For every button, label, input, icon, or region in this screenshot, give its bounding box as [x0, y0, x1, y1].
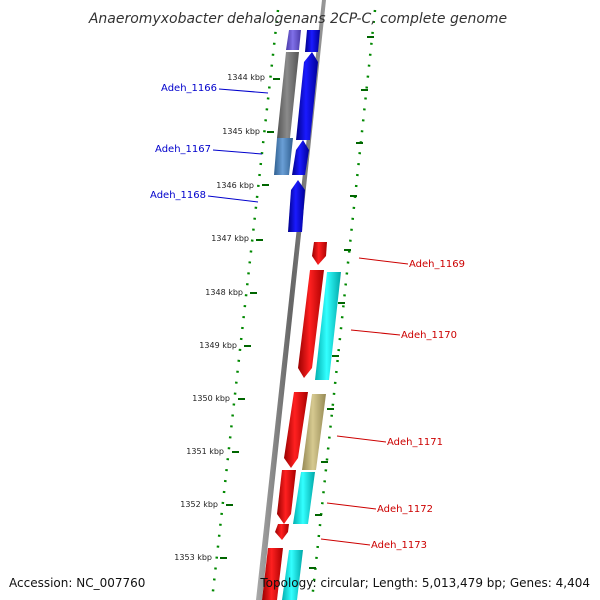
leader-line-adeh-1173 — [320, 538, 371, 546]
topology-text: Topology: circular; Length: 5,013,479 bp… — [259, 576, 590, 590]
gene-label-adeh-1170[interactable]: Adeh_1170 — [401, 330, 457, 341]
gene-adeh-1171-arrow[interactable] — [284, 392, 308, 468]
leader-line-adeh-1168 — [207, 195, 259, 203]
cog-block-cyan — [315, 272, 341, 380]
leader-line-adeh-1171 — [336, 435, 387, 443]
gene-label-adeh-1167[interactable]: Adeh_1167 — [155, 144, 211, 155]
tick-label: 1351 kbp — [186, 447, 224, 456]
tick-label: 1345 kbp — [222, 127, 260, 136]
gene-adeh-1172-arrow[interactable] — [277, 470, 296, 524]
gene-labels: Adeh_1166 Adeh_1167 Adeh_1168 Adeh_1169 … — [150, 83, 465, 551]
gene-label-adeh-1171[interactable]: Adeh_1171 — [387, 437, 443, 448]
tick-labels: 1344 kbp 1345 kbp 1346 kbp 1347 kbp 1348… — [174, 73, 265, 562]
gene-adeh-1167-arrow[interactable] — [292, 140, 309, 175]
tick-label: 1353 kbp — [174, 553, 212, 562]
gene-label-adeh-1166[interactable]: Adeh_1166 — [161, 83, 217, 94]
cog-block-cyan — [282, 550, 303, 600]
leader-line-adeh-1166 — [218, 88, 269, 94]
gene-leader-lines — [207, 88, 409, 546]
accession-text: Accession: NC_007760 — [9, 576, 145, 590]
gene-label-adeh-1172[interactable]: Adeh_1172 — [377, 504, 433, 515]
gene-adeh-1174-arrow[interactable] — [262, 548, 283, 600]
minus-strand-genes — [288, 30, 320, 232]
cog-track-outer — [282, 272, 341, 600]
tick-label: 1352 kbp — [180, 500, 218, 509]
cog-block-khaki — [302, 394, 326, 470]
cog-block-gray — [277, 52, 299, 138]
gene-adeh-1165-arrow[interactable] — [305, 30, 320, 52]
map-title: Anaeromyxobacter dehalogenans 2CP-C, com… — [88, 11, 507, 27]
gene-label-adeh-1168[interactable]: Adeh_1168 — [150, 190, 206, 201]
leader-line-adeh-1172 — [326, 502, 377, 510]
leader-line-adeh-1170 — [350, 329, 401, 336]
gene-adeh-1166-arrow[interactable] — [296, 52, 318, 140]
cog-block-steelblue — [274, 138, 293, 175]
tick-label: 1348 kbp — [205, 288, 243, 297]
tick-label: 1346 kbp — [216, 181, 254, 190]
leader-line-adeh-1169 — [358, 257, 409, 265]
tick-label: 1349 kbp — [199, 341, 237, 350]
gene-adeh-1173-arrow[interactable] — [275, 524, 289, 540]
gene-label-adeh-1169[interactable]: Adeh_1169 — [409, 259, 465, 270]
gene-adeh-1169-arrow[interactable] — [312, 242, 327, 265]
gene-label-adeh-1173[interactable]: Adeh_1173 — [371, 540, 427, 551]
scale-ticks — [220, 78, 280, 559]
cog-block-violet — [286, 30, 301, 50]
gene-adeh-1168-arrow[interactable] — [288, 180, 305, 232]
right-ring-ticks — [309, 36, 374, 569]
gene-adeh-1170-arrow[interactable] — [298, 270, 324, 378]
cog-track-inner — [274, 30, 301, 175]
tick-label: 1350 kbp — [192, 394, 230, 403]
leader-line-adeh-1167 — [212, 149, 263, 155]
plus-strand-genes — [262, 242, 327, 600]
cog-block-cyan — [293, 472, 315, 524]
tick-label: 1347 kbp — [211, 234, 249, 243]
tick-label: 1344 kbp — [227, 73, 265, 82]
outer-ring-dotted-right — [310, 9, 377, 600]
